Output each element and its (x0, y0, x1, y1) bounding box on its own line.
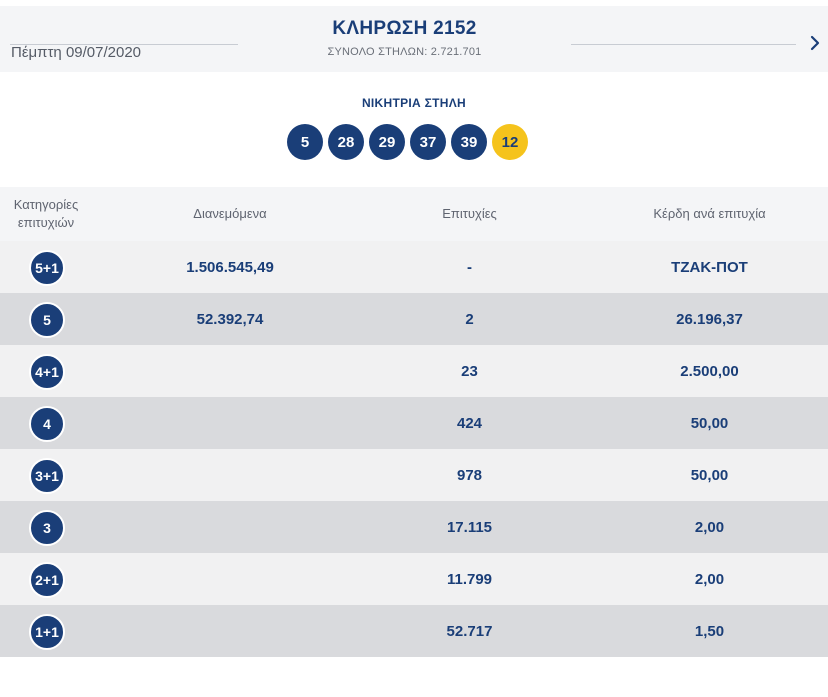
category-badge: 3 (29, 510, 65, 546)
table-row: 4+1 23 2.500,00 (0, 345, 828, 397)
header-winners: Επιτυχίες (442, 206, 497, 221)
number-ball: 39 (451, 124, 487, 160)
category-badge: 4+1 (29, 354, 65, 390)
header-category: Κατηγορίες επιτυχιών (0, 187, 92, 241)
prize-cell: 50,00 (690, 466, 729, 484)
winners-cell: - (467, 258, 472, 276)
prize-cell: 2,00 (694, 518, 725, 536)
prize-cell: 2,00 (694, 570, 725, 588)
number-ball: 37 (410, 124, 446, 160)
next-draw-button[interactable] (807, 32, 823, 54)
category-badge: 4 (29, 406, 65, 442)
category-badge: 1+1 (29, 614, 65, 650)
table-row: 5+1 1.506.545,49 - ΤΖΑΚ-ΠΟΤ (0, 241, 828, 293)
draw-date: Πέμπτη 09/07/2020 (11, 44, 142, 61)
category-badge: 2+1 (29, 562, 65, 598)
winners-cell: 424 (456, 414, 483, 432)
header-category-line2: επιτυχιών (17, 215, 75, 230)
winners-cell: 52.717 (446, 622, 493, 640)
prize-cell: 26.196,37 (676, 310, 743, 328)
distributed-cell (92, 605, 368, 657)
chevron-right-icon (810, 35, 820, 51)
number-ball: 29 (369, 124, 405, 160)
prize-cell: ΤΖΑΚ-ΠΟΤ (671, 258, 748, 276)
header-divider-left (10, 44, 238, 45)
header-divider-right (571, 44, 796, 45)
header-category-line1: Κατηγορίες (13, 197, 79, 212)
prize-cell: 50,00 (690, 414, 729, 432)
total-columns: ΣΥΝΟΛΟ ΣΤΗΛΩΝ: 2.721.701 (327, 46, 482, 58)
number-ball: 28 (328, 124, 364, 160)
distributed-cell: 52.392,74 (196, 310, 264, 328)
draw-header: Πέμπτη 09/07/2020 ΚΛΗΡΩΣΗ 2152 ΣΥΝΟΛΟ ΣΤ… (0, 6, 828, 72)
winning-column-label: ΝΙΚΗΤΡΙΑ ΣΤΗΛΗ (361, 96, 467, 110)
winners-cell: 17.115 (446, 518, 493, 536)
prize-cell: 2.500,00 (680, 362, 739, 380)
header-distributed: Διανεμόμενα (193, 206, 267, 221)
table-row: 3+1 978 50,00 (0, 449, 828, 501)
category-badge: 5 (29, 302, 65, 338)
prize-cell: 1,50 (694, 622, 725, 640)
table-row: 3 17.115 2,00 (0, 501, 828, 553)
draw-title: ΚΛΗΡΩΣΗ 2152 (332, 18, 477, 39)
distributed-cell (92, 553, 368, 605)
winning-numbers: 5 28 29 37 39 12 (287, 124, 528, 162)
joker-ball: 12 (492, 124, 528, 160)
winners-cell: 11.799 (446, 570, 493, 588)
winners-cell: 23 (461, 362, 478, 380)
distributed-cell (92, 345, 368, 397)
table-row: 5 52.392,74 2 26.196,37 (0, 293, 828, 345)
category-badge: 3+1 (29, 458, 65, 494)
table-row: 1+1 52.717 1,50 (0, 605, 828, 657)
category-badge: 5+1 (29, 250, 65, 286)
results-table: 5+1 1.506.545,49 - ΤΖΑΚ-ΠΟΤ 5 52.392,74 … (0, 241, 828, 657)
winners-cell: 978 (456, 466, 483, 484)
distributed-cell (92, 501, 368, 553)
table-row: 2+1 11.799 2,00 (0, 553, 828, 605)
distributed-cell (92, 397, 368, 449)
distributed-cell (92, 449, 368, 501)
number-ball: 5 (287, 124, 323, 160)
winners-cell: 2 (465, 310, 474, 328)
table-header: Κατηγορίες επιτυχιών Διανεμόμενα Επιτυχί… (0, 187, 828, 241)
table-row: 4 424 50,00 (0, 397, 828, 449)
distributed-cell: 1.506.545,49 (186, 258, 274, 276)
header-prize: Κέρδη ανά επιτυχία (653, 206, 766, 221)
